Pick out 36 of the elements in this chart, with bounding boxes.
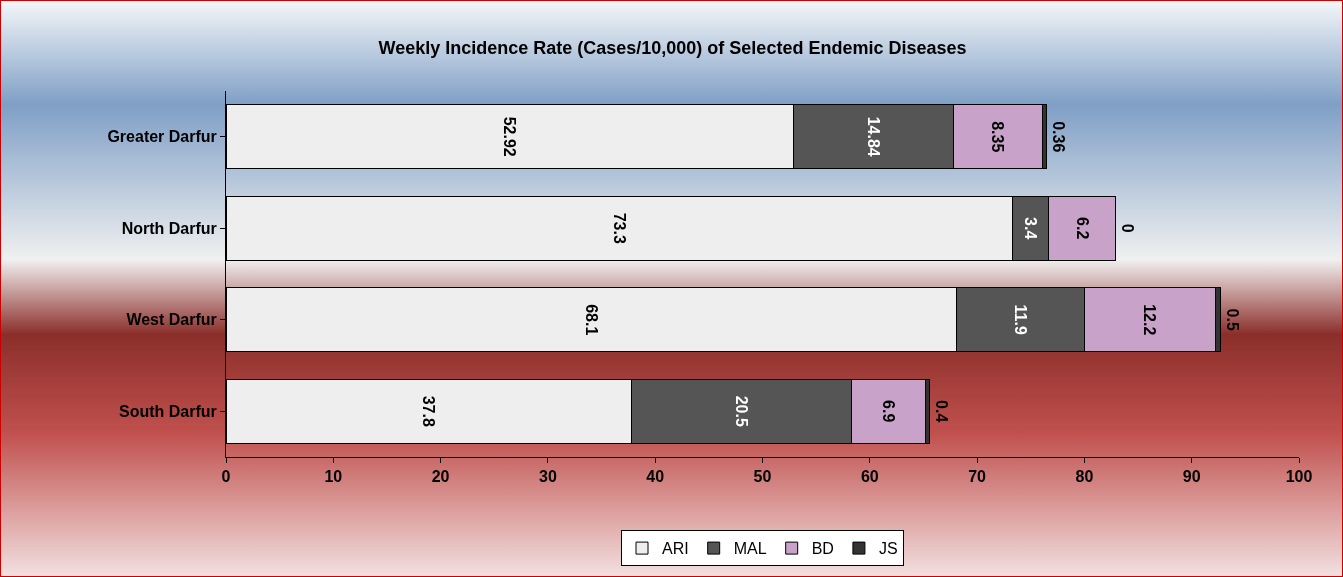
legend-label: ARI <box>662 540 689 558</box>
x-tick-label: 70 <box>968 468 987 486</box>
x-tick-label: 90 <box>1182 468 1201 486</box>
data-label: 68.1 <box>582 304 600 336</box>
legend-label: JS <box>878 540 898 558</box>
data-label: 6.9 <box>880 400 898 423</box>
y-tick-label: Greater Darfur <box>107 128 217 146</box>
x-tick-label: 80 <box>1075 468 1094 486</box>
y-tick-label: West Darfur <box>126 311 217 329</box>
legend-label: BD <box>811 540 834 558</box>
data-label: 12.2 <box>1141 304 1159 336</box>
x-tick-label: 10 <box>324 468 343 486</box>
chart-title: Weekly Incidence Rate (Cases/10,000) of Selected Endemic Diseases <box>378 37 967 58</box>
data-label: 0 <box>1118 223 1136 233</box>
data-label: 20.5 <box>733 395 751 427</box>
data-label: 3.4 <box>1022 217 1040 240</box>
legend-label: MAL <box>733 540 767 558</box>
data-label: 0.4 <box>932 400 950 423</box>
data-label: 0.36 <box>1049 121 1067 153</box>
data-label: 6.2 <box>1073 217 1091 240</box>
x-tick-label: 0 <box>221 468 231 486</box>
data-label: 52.92 <box>501 116 519 157</box>
data-label: 14.84 <box>864 116 882 157</box>
x-tick-label: 100 <box>1285 468 1313 486</box>
data-label: 37.8 <box>420 395 438 427</box>
x-tick-label: 30 <box>539 468 557 486</box>
x-tick-label: 50 <box>753 468 772 486</box>
x-tick-label: 40 <box>646 468 665 486</box>
x-tick-label: 20 <box>431 468 450 486</box>
data-label: 11.9 <box>1012 304 1030 335</box>
x-tick-label: 60 <box>860 468 879 486</box>
data-label: 73.3 <box>610 212 628 244</box>
y-tick-label: South Darfur <box>119 402 217 420</box>
data-label: 0.5 <box>1223 308 1241 331</box>
data-label: 8.35 <box>989 121 1007 153</box>
y-tick-label: North Darfur <box>121 219 217 237</box>
